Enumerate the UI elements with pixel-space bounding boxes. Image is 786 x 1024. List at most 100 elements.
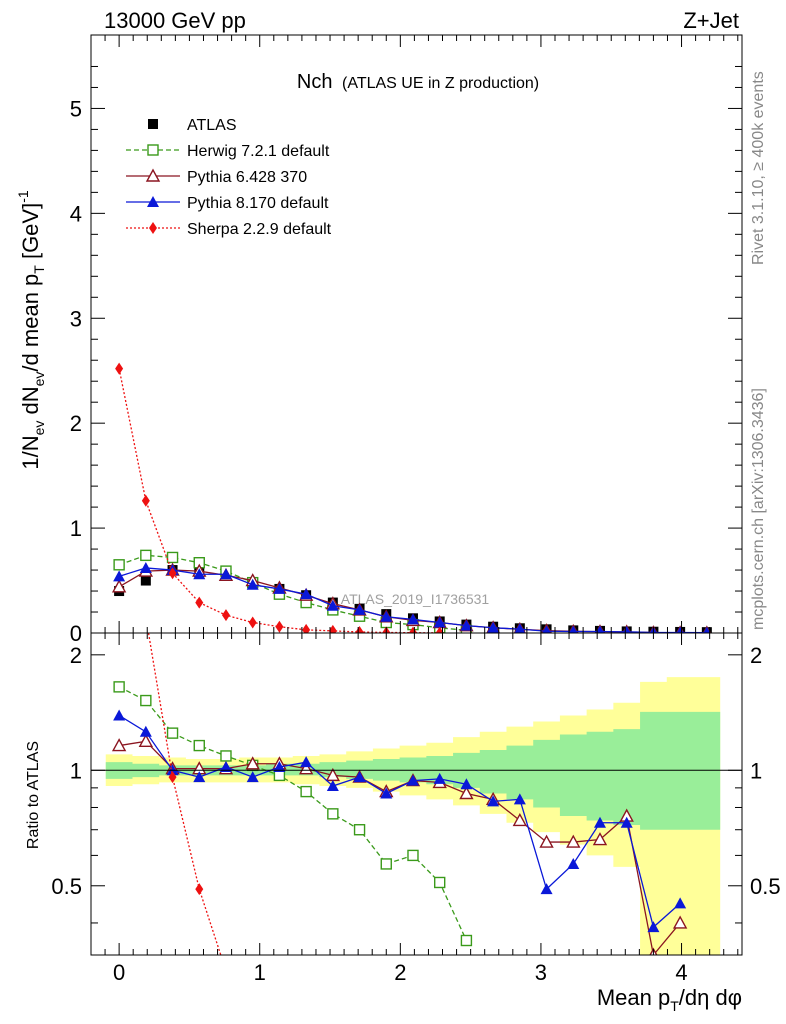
ratio-point-herwig-7-2-1-default (407, 849, 419, 862)
ratio-point-pythia-6-428-370 (539, 834, 554, 848)
ratio-plot-series (111, 611, 688, 977)
y-tick-label-ratio: 2 (70, 643, 82, 668)
ratio-point-pythia-6-428-370 (672, 915, 688, 929)
ratio-series-pythia-8-170-default (113, 709, 687, 933)
x-tick-label: 0 (113, 960, 125, 985)
main-point-pythia-8-170-default (514, 623, 526, 633)
main-point-sherpa-2-2-9-default (115, 362, 124, 375)
ratio-point-pythia-8-170-default (300, 756, 313, 768)
main-point-pythia-8-170-default (273, 582, 286, 594)
analysis-watermark: ATLAS_2019_I1736531 (341, 591, 490, 607)
ratio-point-herwig-7-2-1-default (327, 808, 339, 820)
main-point-pythia-8-170-default (406, 613, 419, 625)
ratio-point-pythia-8-170-default (406, 774, 419, 786)
axis-ticks: 0 1 2 3 4 0 1 2 3 4 5 0.5 0.5 1 1 2 2 (51, 35, 781, 985)
ratio-line-pythia-6-428-370 (119, 740, 681, 955)
ratio-point-pythia-8-170-default (674, 897, 687, 909)
legend-marker-sherpa-2-2-9-default (149, 222, 157, 234)
main-point-pythia-8-170-default (113, 570, 126, 582)
legend: ATLAS Herwig 7.2.1 default Pythia 6.428 37… (126, 117, 332, 238)
ratio-point-herwig-7-2-1-default (380, 858, 392, 870)
ratio-point-pythia-6-428-370 (592, 832, 608, 846)
legend-label-atlas: ATLAS (187, 117, 237, 134)
main-point-herwig-7-2-1-default (113, 559, 125, 571)
main-point-pythia-8-170-default (193, 568, 206, 580)
ratio-point-sherpa-2-2-9-default (142, 611, 150, 623)
main-point-pythia-8-170-default (300, 588, 313, 600)
legend-label-herwig-7-2-1-default: Herwig 7.2.1 default (187, 143, 330, 160)
ratio-point-pythia-8-170-default (113, 709, 126, 721)
main-point-sherpa-2-2-9-default (435, 626, 444, 633)
ratio-point-pythia-6-428-370 (138, 733, 154, 748)
ratio-point-pythia-6-428-370 (566, 834, 581, 848)
ratio-series-herwig-7-2-1-default (113, 681, 473, 947)
y-tick-label-ratio: 1 (70, 758, 82, 783)
ratio-point-sherpa-2-2-9-default (168, 771, 177, 784)
main-series-pythia-8-170-default (113, 561, 711, 633)
y-tick-label-main: 2 (70, 411, 82, 436)
main-point-pythia-8-170-default (569, 625, 578, 633)
main-point-pythia-8-170-default (622, 625, 631, 633)
ratio-point-herwig-7-2-1-default (220, 750, 232, 762)
x-tick-label: 3 (535, 960, 547, 985)
ratio-plot-frame (90, 632, 743, 956)
main-point-pythia-6-428-370 (111, 579, 127, 593)
legend-label-pythia-6-428-370: Pythia 6.428 370 (187, 169, 307, 186)
ratio-point-herwig-7-2-1-default (353, 824, 366, 836)
ratio-point-pythia-8-170-default (326, 780, 339, 792)
main-point-sherpa-2-2-9-default (302, 623, 311, 633)
plot-title-sub: (ATLAS UE in Z production) (342, 75, 539, 92)
ratio-line-sherpa-2-2-9-default (147, 633, 222, 955)
ratio-point-herwig-7-2-1-default (460, 934, 473, 947)
ratio-point-herwig-7-2-1-default (433, 876, 446, 889)
ratio-point-herwig-7-2-1-default (300, 785, 312, 798)
ratio-point-pythia-8-170-default (219, 761, 232, 773)
ratio-line-herwig-7-2-1-default (118, 686, 468, 941)
plot-title-main: Nch (297, 71, 333, 93)
main-point-pythia-8-170-default (326, 599, 339, 611)
main-point-pythia-8-170-default (460, 619, 473, 631)
main-point-sherpa-2-2-9-default (248, 616, 257, 629)
main-point-sherpa-2-2-9-default (195, 596, 204, 609)
main-point-herwig-7-2-1-default (166, 551, 179, 564)
main-point-pythia-8-170-default (595, 625, 605, 633)
main-point-sherpa-2-2-9-default (221, 609, 230, 622)
y-tick-label-main: 4 (70, 201, 82, 226)
ratio-point-pythia-8-170-default (273, 761, 286, 773)
main-point-pythia-8-170-default (542, 625, 551, 633)
x-tick-label: 4 (675, 960, 687, 985)
ratio-point-pythia-6-428-370 (512, 813, 528, 827)
legend-item-pythia-8-170-default: Pythia 8.170 default (126, 195, 329, 212)
main-point-pythia-8-170-default (353, 603, 366, 615)
side-mcplots-info: mcplots.cern.ch [arXiv:1306.3436] (750, 388, 767, 630)
ratio-series-sherpa-2-2-9-default (142, 611, 230, 977)
side-rivet-info: Rivet 3.1.10, ≥ 400k events (750, 71, 767, 265)
legend-marker-pythia-6-428-370 (145, 168, 161, 182)
main-point-atlas (140, 575, 151, 586)
y-tick-label-main: 3 (70, 306, 82, 331)
ratio-point-sherpa-2-2-9-default (195, 883, 204, 896)
x-axis-label: Mean pT/dη dφ (597, 985, 742, 1014)
main-point-sherpa-2-2-9-default (328, 624, 337, 633)
main-point-sherpa-2-2-9-default (168, 567, 177, 580)
ratio-point-herwig-7-2-1-default (166, 727, 179, 739)
ratio-point-pythia-8-170-default (647, 921, 660, 933)
ratio-point-pythia-8-170-default (139, 725, 152, 737)
main-plot-series (111, 362, 712, 633)
y-axis-label-ratio: Ratio to ATLAS (25, 741, 42, 849)
ratio-point-sherpa-2-2-9-default (222, 965, 230, 977)
legend-marker-atlas (148, 119, 158, 129)
ratio-uncertainty-bands (105, 677, 721, 955)
main-point-sherpa-2-2-9-default (408, 626, 417, 633)
ratio-point-pythia-8-170-default (567, 857, 580, 869)
ratio-point-pythia-6-428-370 (459, 786, 474, 800)
ratio-point-pythia-8-170-default (193, 771, 206, 783)
y-tick-label-main: 5 (70, 96, 82, 121)
main-point-pythia-8-170-default (139, 561, 152, 573)
legend-label-pythia-8-170-default: Pythia 8.170 default (187, 195, 329, 212)
legend-item-atlas: ATLAS (148, 117, 237, 134)
main-point-pythia-8-170-default (703, 626, 711, 633)
ratio-point-pythia-6-428-370 (111, 738, 127, 752)
ratio-point-herwig-7-2-1-default (193, 739, 205, 752)
x-tick-label: 2 (394, 960, 406, 985)
